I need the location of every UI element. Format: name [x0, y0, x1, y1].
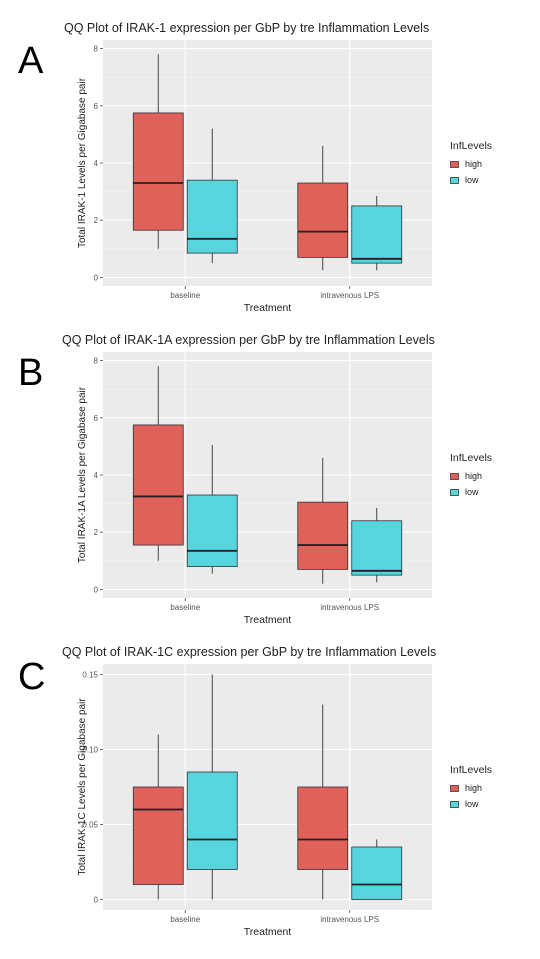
legend-item-high: high	[450, 156, 492, 172]
box-high	[132, 112, 184, 231]
x-axis-title: Treatment	[244, 926, 292, 938]
y-axis-title: Total IRAK-1 Levels per Gigabase pair	[77, 77, 88, 248]
y-tick-label: 6	[94, 102, 99, 111]
legend-item-low: low	[450, 484, 492, 500]
panel-a: A QQ Plot of IRAK-1 expression per GbP b…	[0, 0, 540, 314]
panel-label: B	[18, 352, 44, 394]
x-tick-label: baseline	[170, 603, 200, 612]
legend: InfLevels high low	[450, 140, 492, 188]
box-low	[186, 179, 238, 254]
y-tick-label: 8	[94, 357, 99, 366]
legend-title: InfLevels	[450, 452, 493, 464]
legend-label: low	[465, 799, 479, 809]
box-high	[132, 786, 184, 885]
panel-c: C QQ Plot of IRAK-1C expression per GbP …	[0, 624, 540, 938]
legend-label: high	[465, 783, 483, 793]
y-axis-title: Total IRAK-1C Levels per Gigabase pair	[77, 698, 88, 876]
legend-key-low	[450, 176, 459, 184]
x-tick-label: intravenous LPS	[320, 603, 379, 612]
y-tick-label: 2	[94, 528, 99, 537]
legend-item-high: high	[450, 468, 492, 484]
box-high	[297, 501, 349, 570]
legend-key-high	[450, 784, 459, 792]
legend-label: low	[465, 487, 479, 497]
x-axis-title: Treatment	[244, 614, 292, 626]
box-high	[132, 424, 184, 546]
y-tick-label: 0	[94, 273, 99, 282]
y-tick-label: 2	[94, 216, 99, 225]
legend-item-low: low	[450, 796, 492, 812]
y-tick-label: 0	[94, 585, 99, 594]
box-low	[351, 205, 403, 264]
legend: InfLevels high low	[450, 764, 492, 812]
x-tick-label: baseline	[170, 915, 200, 924]
panel-b: B QQ Plot of IRAK-1A expression per GbP …	[0, 312, 540, 626]
panel-label: C	[18, 656, 46, 698]
box-low	[351, 520, 403, 576]
boxplot-c: 0 0.05 0.10 0.15 baseline intravenous LPS Trea…	[77, 664, 432, 938]
box-high	[297, 786, 349, 870]
y-tick-label: 8	[94, 45, 99, 54]
legend-item-high: high	[450, 780, 492, 796]
legend-key-low	[450, 488, 459, 496]
legend-key-low	[450, 800, 459, 808]
legend-item-low: low	[450, 172, 492, 188]
x-tick-label: intravenous LPS	[320, 291, 379, 300]
x-axis-title: Treatment	[244, 302, 292, 314]
legend-key-high	[450, 160, 459, 168]
legend-label: high	[465, 159, 483, 169]
y-tick-label: 6	[94, 414, 99, 423]
chart-title: QQ Plot of IRAK-1C expression per GbP by…	[62, 645, 437, 659]
legend-label: high	[465, 471, 483, 481]
y-tick-label: 4	[94, 471, 99, 480]
legend-label: low	[465, 175, 479, 185]
legend-title: InfLevels	[450, 140, 493, 152]
legend: InfLevels high low	[450, 452, 492, 500]
x-tick-label: intravenous LPS	[320, 915, 379, 924]
chart-title: QQ Plot of IRAK-1 expression per GbP by …	[64, 21, 430, 35]
boxplot-a: 0 2 4 6 8 baseline intravenous LPS Treatment Tot…	[77, 40, 432, 314]
box-low	[186, 494, 238, 567]
legend-key-high	[450, 472, 459, 480]
boxplot-b: 0 2 4 6 8 baseline intravenous LPS Treatment Tot…	[77, 352, 432, 626]
box-low	[186, 771, 238, 870]
panel-label: A	[18, 40, 44, 82]
y-tick-label: 0.05	[82, 821, 98, 830]
legend-title: InfLevels	[450, 764, 493, 776]
y-axis-title: Total IRAK-1A Levels per Gigabase pair	[77, 386, 88, 563]
chart-title: QQ Plot of IRAK-1A expression per GbP by…	[62, 333, 435, 347]
y-tick-label: 0	[94, 896, 99, 905]
x-tick-label: baseline	[170, 291, 200, 300]
box-low	[351, 846, 403, 900]
y-tick-label: 4	[94, 159, 99, 168]
y-tick-label: 0.10	[82, 746, 98, 755]
box-high	[297, 182, 349, 258]
y-tick-label: 0.15	[82, 671, 98, 680]
